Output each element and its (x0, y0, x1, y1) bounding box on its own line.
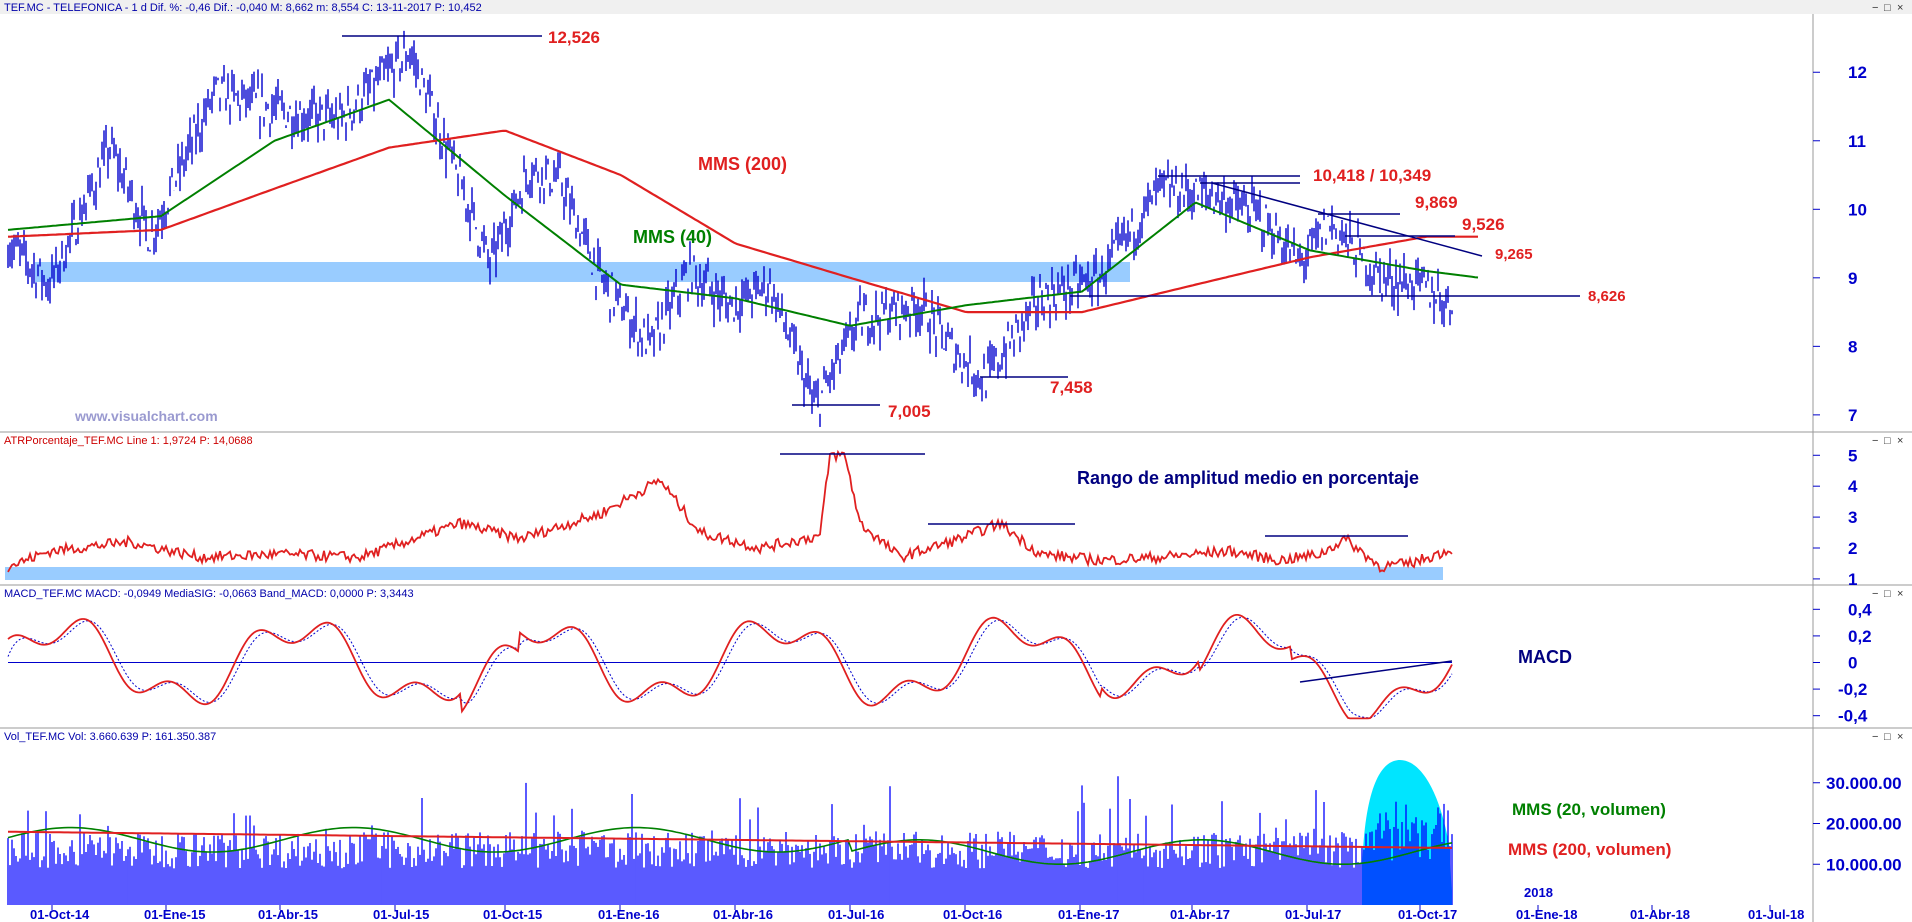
x-tick-label: 01-Jul-16 (828, 907, 884, 922)
macd-signal-line (7, 616, 1453, 719)
vol-tick-label: 10.000.00 (1826, 855, 1902, 874)
axes: 12 11 10 9 8 7 5 4 3 2 1 0,4 0,2 0 -0,2 -0,4 30.000.00 20… (30, 63, 1902, 922)
atr-minimize-icon[interactable]: − (1872, 435, 1878, 447)
vol-close-icon[interactable]: × (1897, 731, 1903, 743)
macd-tick-label: 0 (1848, 654, 1857, 673)
atr-close-icon[interactable]: × (1897, 435, 1903, 447)
price-tick-label: 10 (1848, 200, 1867, 219)
vol-minimize-icon[interactable]: − (1872, 731, 1878, 743)
x-tick-label: 01-Abr-15 (258, 907, 318, 922)
x-tick-label: 01-Jul-18 (1748, 907, 1804, 922)
x-tick-label: 01-Ene-18 (1516, 907, 1577, 922)
atr-title: Rango de amplitud medio en porcentaje (1077, 468, 1419, 488)
price-close-icon[interactable]: × (1897, 2, 1903, 14)
annot-res2: 9,869 (1415, 193, 1458, 212)
price-minimize-icon[interactable]: − (1872, 2, 1878, 14)
macd-tick-label: -0,2 (1838, 680, 1867, 699)
x-tick-label: 01-Ene-16 (598, 907, 659, 922)
x-tick-label: 01-Oct-16 (943, 907, 1002, 922)
x-tick-label: 01-Oct-15 (483, 907, 542, 922)
price-maximize-icon[interactable]: □ (1884, 2, 1891, 14)
x-tick-label: 01-Oct-14 (30, 907, 90, 922)
macd-tick-label: -0,4 (1838, 707, 1868, 726)
atr-tick-label: 5 (1848, 446, 1857, 465)
annot-high: 12,526 (548, 28, 600, 47)
atr-line (7, 449, 1453, 573)
price-tick-label: 11 (1848, 132, 1866, 151)
year-label: 2018 (1524, 885, 1553, 900)
price-bars (7, 30, 1453, 427)
atr-header: ATRPorcentaje_TEF.MC Line 1: 1,9724 P: 1… (4, 435, 253, 447)
watermark: www.visualchart.com (74, 408, 218, 424)
vol-tick-label: 20.000.00 (1826, 815, 1902, 834)
price-window-controls[interactable]: − □ × (1872, 2, 1903, 14)
macd-line (7, 614, 1453, 720)
volume-bars (7, 776, 1453, 905)
panel-borders (0, 12, 1912, 922)
x-tick-label: 01-Ene-15 (144, 907, 205, 922)
annot-low1: 7,005 (888, 402, 931, 421)
price-tick-label: 9 (1848, 269, 1857, 288)
trendline-down (1211, 182, 1483, 257)
vol-tick-label: 30.000.00 (1826, 774, 1902, 793)
annot-res4: 9,265 (1495, 246, 1533, 263)
price-tick-label: 8 (1848, 337, 1857, 356)
annot-low2: 7,458 (1050, 378, 1093, 397)
x-tick-label: 01-Abr-18 (1630, 907, 1690, 922)
macd-title: MACD (1518, 647, 1572, 667)
annot-mms200: MMS (200) (698, 154, 787, 174)
x-tick-label: 01-Abr-16 (713, 907, 773, 922)
atr-tick-label: 2 (1848, 539, 1857, 558)
support-band (35, 262, 1130, 282)
macd-maximize-icon[interactable]: □ (1884, 588, 1891, 600)
volume-mms20-line (7, 826, 1453, 865)
volume-plot (7, 760, 1453, 905)
macd-minimize-icon[interactable]: − (1872, 588, 1878, 600)
macd-window-controls[interactable]: − □ × (1872, 588, 1903, 600)
atr-tick-label: 1 (1848, 570, 1857, 589)
x-tick-label: 01-Jul-15 (373, 907, 429, 922)
mms200-line (7, 129, 1478, 314)
atr-window-controls[interactable]: − □ × (1872, 435, 1903, 447)
annot-res3: 9,526 (1462, 215, 1505, 234)
atr-plot (7, 449, 1453, 573)
macd-tick-label: 0,2 (1848, 627, 1872, 646)
x-tick-label: 01-Oct-17 (1398, 907, 1457, 922)
volume-mms200-line (7, 830, 1453, 849)
atr-band (5, 567, 1443, 580)
vol-mms20-label: MMS (20, volumen) (1512, 800, 1666, 819)
mms40-line (7, 98, 1479, 327)
x-tick-label: 01-Jul-17 (1285, 907, 1341, 922)
price-tick-label: 12 (1848, 63, 1867, 82)
price-header: TEF.MC - TELEFONICA - 1 d Dif. %: -0,46 … (4, 2, 482, 14)
atr-tick-label: 4 (1848, 477, 1858, 496)
x-tick-label: 01-Abr-17 (1170, 907, 1230, 922)
annot-mms40: MMS (40) (633, 227, 712, 247)
vol-maximize-icon[interactable]: □ (1884, 731, 1891, 743)
annot-res1: 10,418 / 10,349 (1313, 166, 1431, 185)
atr-maximize-icon[interactable]: □ (1884, 435, 1891, 447)
x-tick-label: 01-Ene-17 (1058, 907, 1119, 922)
macd-close-icon[interactable]: × (1897, 588, 1903, 600)
annot-support: 8,626 (1588, 288, 1626, 305)
atr-tick-label: 3 (1848, 508, 1857, 527)
macd-trendline (1299, 660, 1453, 683)
macd-header: MACD_TEF.MC MACD: -0,0949 MediaSIG: -0,0… (4, 588, 414, 600)
vol-window-controls[interactable]: − □ × (1872, 731, 1903, 743)
price-plot (7, 30, 1479, 427)
price-tick-label: 7 (1848, 406, 1857, 425)
vol-mms200-label: MMS (200, volumen) (1508, 840, 1671, 859)
macd-plot (7, 614, 1453, 720)
vol-header: Vol_TEF.MC Vol: 3.660.639 P: 161.350.387 (4, 731, 216, 743)
macd-tick-label: 0,4 (1848, 600, 1872, 619)
